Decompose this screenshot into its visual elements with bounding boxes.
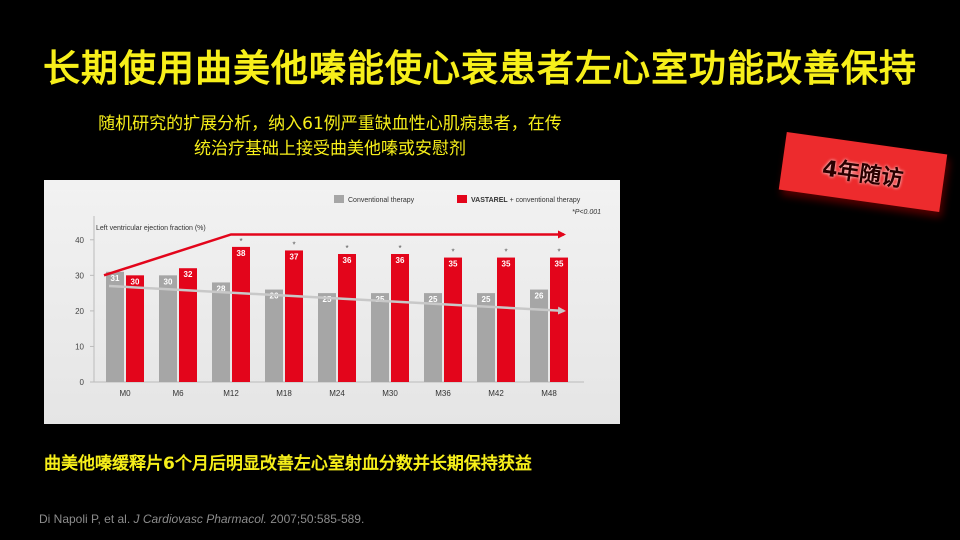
x-tick-label: M30 xyxy=(382,389,398,398)
legend-swatch-conventional xyxy=(334,195,344,203)
significance-marker: * xyxy=(557,248,560,257)
significance-marker: * xyxy=(345,244,348,253)
data-label-vastarel: 35 xyxy=(502,260,511,269)
bar-vastarel-M24 xyxy=(338,254,356,382)
bar-vastarel-M6 xyxy=(179,268,197,382)
x-tick-label: M48 xyxy=(541,389,557,398)
data-label-vastarel: 35 xyxy=(555,260,564,269)
bar-vastarel-M42 xyxy=(497,257,515,382)
citation: Di Napoli P, et al. J Cardiovasc Pharmac… xyxy=(39,512,364,526)
significance-marker: * xyxy=(451,248,454,257)
bar-conventional-M48 xyxy=(530,289,548,382)
study-description-line2: 统治疗基础上接受曲美他嗪或安慰剂 xyxy=(194,139,466,159)
legend-label-conventional: Conventional therapy xyxy=(348,197,415,204)
significance-note: *P<0.001 xyxy=(572,209,601,216)
data-label-conventional: 25 xyxy=(482,295,491,304)
bar-conventional-M24 xyxy=(318,293,336,382)
data-label-vastarel: 35 xyxy=(449,260,458,269)
bar-conventional-M0 xyxy=(106,271,124,382)
y-tick-label: 10 xyxy=(75,342,84,351)
citation-authors: Di Napoli P, et al. xyxy=(39,512,134,526)
bar-vastarel-M18 xyxy=(285,250,303,382)
y-tick-label: 40 xyxy=(75,236,84,245)
bar-vastarel-M0 xyxy=(126,275,144,382)
significance-marker: * xyxy=(504,248,507,257)
bar-conventional-M12 xyxy=(212,282,230,382)
trend-arrow-conventional xyxy=(108,284,566,315)
y-tick-label: 0 xyxy=(80,378,85,387)
data-label-conventional: 30 xyxy=(164,277,173,286)
y-tick-label: 20 xyxy=(75,307,84,316)
data-label-vastarel: 30 xyxy=(131,277,140,286)
y-tick-label: 30 xyxy=(75,271,84,280)
bar-conventional-M6 xyxy=(159,275,177,382)
bar-vastarel-M48 xyxy=(550,257,568,382)
citation-journal: J Cardiovasc Pharmacol. xyxy=(133,512,267,526)
significance-marker: * xyxy=(398,244,401,253)
bar-vastarel-M30 xyxy=(391,254,409,382)
data-label-conventional: 25 xyxy=(323,295,332,304)
significance-marker: * xyxy=(292,240,295,249)
data-label-conventional: 28 xyxy=(217,284,226,293)
bar-vastarel-M12 xyxy=(232,246,250,382)
data-label-vastarel: 36 xyxy=(396,256,405,265)
legend-swatch-vastarel xyxy=(457,195,467,203)
data-label-conventional: 26 xyxy=(535,292,544,301)
study-description: 随机研究的扩展分析，纳入61例严重缺血性心肌病患者，在传 统治疗基础上接受曲美他… xyxy=(30,112,630,162)
slide-title: 长期使用曲美他嗪能使心衰患者左心室功能改善保持 xyxy=(43,47,917,90)
conclusion-text: 曲美他嗪缓释片6个月后明显改善左心室射血分数并长期保持获益 xyxy=(44,454,532,474)
bar-conventional-M18 xyxy=(265,289,283,382)
data-label-vastarel: 37 xyxy=(290,252,299,261)
follow-up-badge-label: 4年随访 xyxy=(820,156,905,193)
x-tick-label: M0 xyxy=(119,389,131,398)
significance-marker: * xyxy=(239,237,242,246)
follow-up-badge: 4年随访 xyxy=(778,132,948,212)
legend-label-vastarel: VASTAREL + conventional therapy xyxy=(471,197,581,204)
bar-vastarel-M36 xyxy=(444,257,462,382)
data-label-vastarel: 32 xyxy=(184,270,193,279)
bar-conventional-M36 xyxy=(424,293,442,382)
bar-conventional-M30 xyxy=(371,293,389,382)
lvef-chart: 0 10 20 30 40 Left ventricular ejection fract… xyxy=(44,180,620,424)
x-tick-label: M6 xyxy=(172,389,184,398)
data-label-conventional: 25 xyxy=(429,295,438,304)
data-label-conventional: 31 xyxy=(111,274,120,283)
x-tick-label: M24 xyxy=(329,389,345,398)
x-tick-label: M42 xyxy=(488,389,504,398)
bar-conventional-M42 xyxy=(477,293,495,382)
x-tick-label: M12 xyxy=(223,389,239,398)
y-axis-label: Left ventricular ejection fraction (%) xyxy=(96,225,206,232)
x-tick-label: M36 xyxy=(435,389,451,398)
trend-arrow-vastarel xyxy=(103,230,566,277)
study-description-line1: 随机研究的扩展分析，纳入61例严重缺血性心肌病患者，在传 xyxy=(98,114,562,134)
lvef-chart-svg: 0 10 20 30 40 Left ventricular ejection fract… xyxy=(75,195,601,398)
x-tick-label: M18 xyxy=(276,389,292,398)
data-label-vastarel: 38 xyxy=(237,249,246,258)
data-label-vastarel: 36 xyxy=(343,256,352,265)
citation-details: 2007;50:585-589. xyxy=(266,512,365,526)
